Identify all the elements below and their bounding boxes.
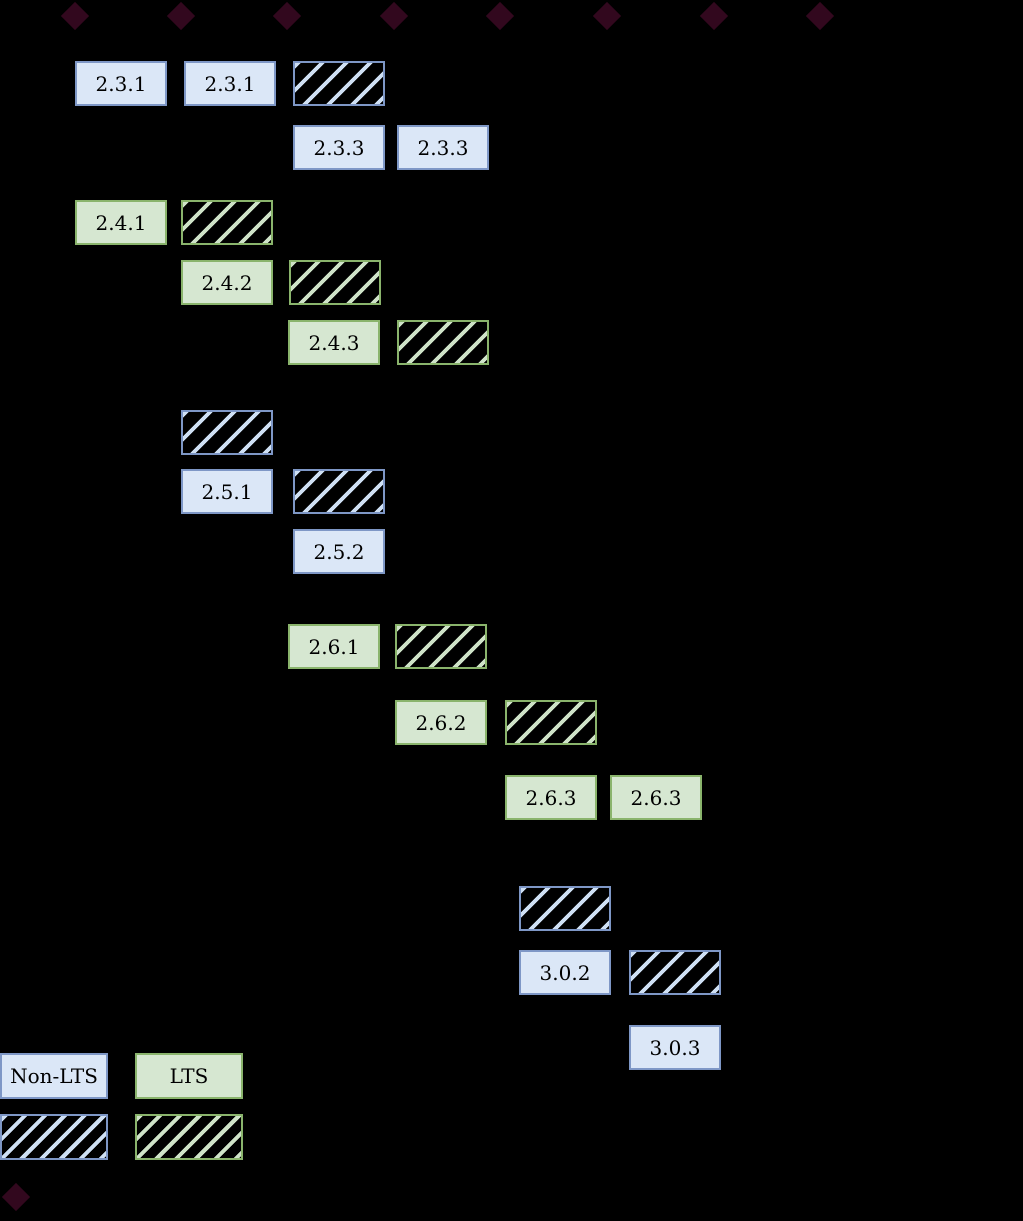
task-bar: 2.3.3 [397, 125, 489, 170]
task-bar-hatched [505, 700, 597, 745]
task-bar-hatched [289, 260, 381, 305]
task-bar-hatched [293, 61, 385, 106]
task-bar: 2.6.1 [288, 624, 380, 669]
legend-item-non-lts-hatched [0, 1114, 108, 1160]
task-bar-hatched [519, 886, 611, 931]
legend-label: LTS [169, 1064, 209, 1088]
task-bar-hatched [395, 624, 487, 669]
legend-item-lts: LTS [135, 1053, 243, 1099]
task-bar-hatched [181, 410, 273, 455]
task-bar-hatched [397, 320, 489, 365]
legend-item-lts-hatched [135, 1114, 243, 1160]
task-bar-hatched [293, 469, 385, 514]
task-bar-hatched [181, 200, 273, 245]
task-bar-hatched [629, 950, 721, 995]
legend-label: Non-LTS [10, 1064, 98, 1088]
legend-item-non-lts: Non-LTS [0, 1053, 108, 1099]
